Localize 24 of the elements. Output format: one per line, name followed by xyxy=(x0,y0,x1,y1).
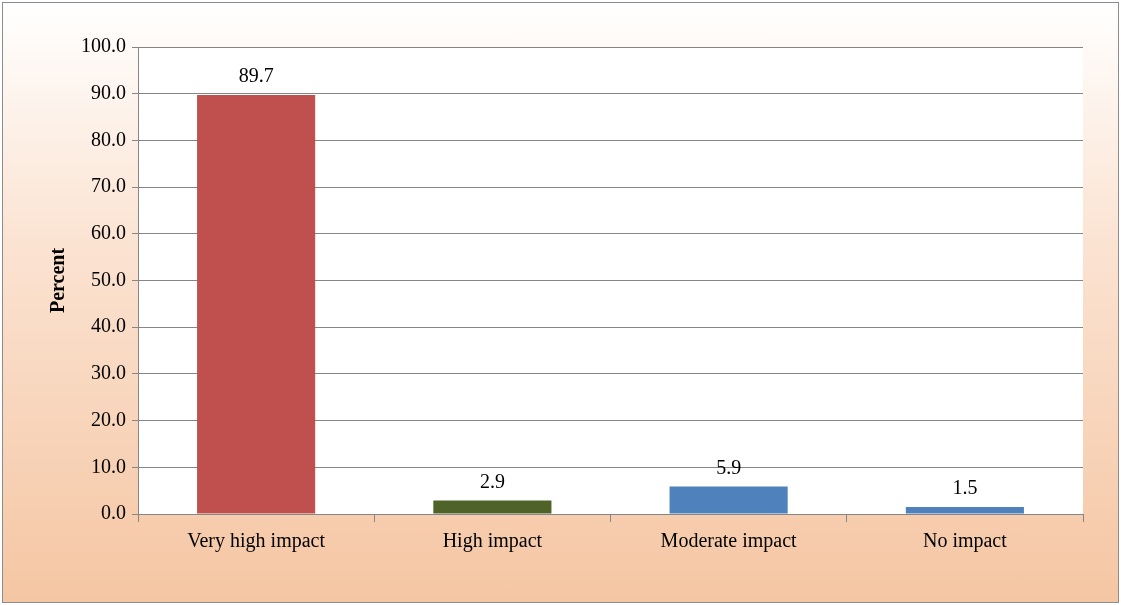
y-tick-label: 10.0 xyxy=(91,454,126,477)
x-tick-label: High impact xyxy=(442,529,543,553)
bar xyxy=(197,95,316,514)
y-tick-label: 60.0 xyxy=(91,221,126,244)
x-tick-label: No impact xyxy=(922,529,1008,553)
data-label: 5.9 xyxy=(716,455,742,478)
data-label: 2.9 xyxy=(479,469,505,492)
y-tick-label: 30.0 xyxy=(91,361,126,384)
y-axis-title: Percent xyxy=(46,247,69,314)
bar xyxy=(905,507,1024,514)
y-tick-label: 40.0 xyxy=(91,314,126,337)
y-tick-label: 20.0 xyxy=(91,407,126,430)
y-tick-label: 90.0 xyxy=(91,80,126,103)
y-tick-label: 70.0 xyxy=(91,174,126,197)
bar xyxy=(669,486,788,514)
y-tick-label: 50.0 xyxy=(91,267,126,290)
data-label: 1.5 xyxy=(952,476,978,499)
y-tick-label: 0.0 xyxy=(101,501,126,524)
y-tick-label: 100.0 xyxy=(81,34,126,57)
x-tick-label: Very high impact xyxy=(187,529,326,553)
bar xyxy=(433,500,552,514)
x-tick-label: Moderate impact xyxy=(660,529,798,553)
y-tick-label: 80.0 xyxy=(91,127,126,150)
data-label: 89.7 xyxy=(238,64,274,87)
